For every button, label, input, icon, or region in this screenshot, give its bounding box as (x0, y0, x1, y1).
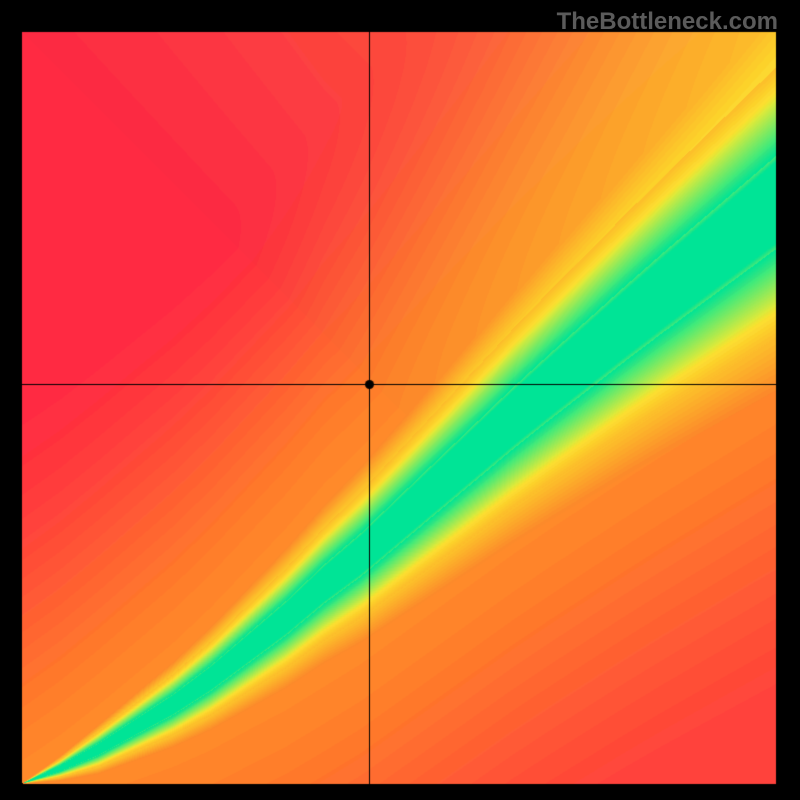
bottleneck-heatmap-canvas (0, 0, 800, 800)
watermark-text: TheBottleneck.com (557, 8, 778, 36)
